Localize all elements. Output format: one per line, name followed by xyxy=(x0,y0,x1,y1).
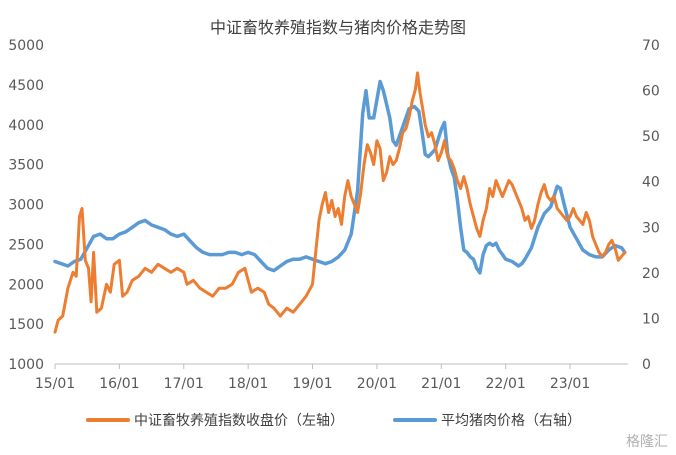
series-layer xyxy=(53,71,627,334)
y-right-tick-label: 10 xyxy=(642,311,660,327)
y-left-tick-label: 3500 xyxy=(8,158,44,174)
x-tick-label: 21/01 xyxy=(421,376,461,392)
x-tick-label: 23/01 xyxy=(550,376,590,392)
y-left-tick-label: 2500 xyxy=(8,237,44,253)
x-tick-label: 16/01 xyxy=(99,376,139,392)
y-left-tick-label: 3000 xyxy=(8,198,44,214)
y-left-tick-label: 4500 xyxy=(8,78,44,94)
legend-entry-pork-price: 平均猪肉价格（右轴） xyxy=(441,413,581,429)
x-tick-label: 19/01 xyxy=(292,376,332,392)
y-right-tick-label: 40 xyxy=(642,175,660,191)
x-tick-label: 20/01 xyxy=(357,376,397,392)
x-tick-label: 22/01 xyxy=(485,376,525,392)
legend-entry-index-close: 中证畜牧养殖指数收盘价（左轴） xyxy=(134,412,344,429)
y-right-tick-label: 70 xyxy=(642,38,660,54)
y-left-tick-label: 2000 xyxy=(8,277,44,293)
x-tick-label: 17/01 xyxy=(164,376,204,392)
y-right-tick-label: 60 xyxy=(642,84,660,100)
y-right-tick-label: 20 xyxy=(642,266,660,282)
y-left-tick-label: 4000 xyxy=(8,118,44,134)
legend: 中证畜牧养殖指数收盘价（左轴） 平均猪肉价格（右轴） xyxy=(86,412,581,429)
y-left-tick-label: 1000 xyxy=(8,357,44,373)
y-left-tick-label: 1500 xyxy=(8,317,44,333)
y-right-tick-label: 30 xyxy=(642,220,660,236)
y-right-tick-label: 0 xyxy=(642,357,651,373)
series-line-index-close xyxy=(53,71,627,334)
x-tick-label: 15/01 xyxy=(35,376,75,392)
axes: 15/01 16/01 17/01 18/01 19/01 20/01 21/01 22/01… xyxy=(8,38,659,392)
y-left-tick-label: 5000 xyxy=(8,38,44,54)
x-tick-label: 18/01 xyxy=(228,376,268,392)
y-right-tick-label: 50 xyxy=(642,129,660,145)
series-line-pork-price xyxy=(53,79,627,275)
chart-title: 中证畜牧养殖指数与猪肉价格走势图 xyxy=(210,18,466,37)
watermark: 格隆汇 xyxy=(626,434,668,450)
